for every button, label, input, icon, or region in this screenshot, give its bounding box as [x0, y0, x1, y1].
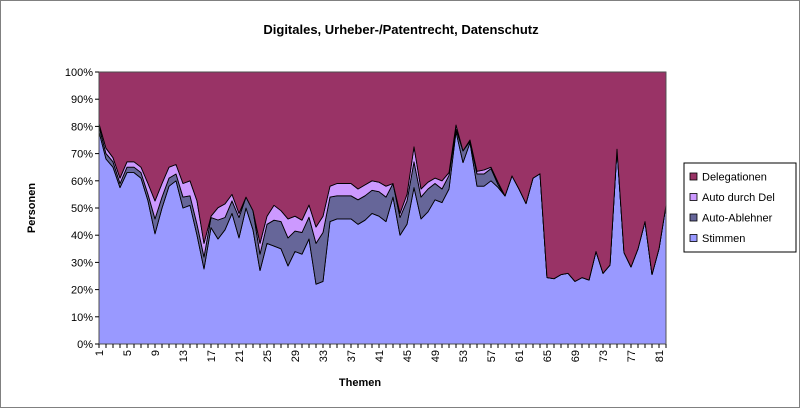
x-tick-label: 13	[178, 350, 190, 362]
y-tick-label: 60%	[71, 176, 93, 188]
x-tick-label: 77	[626, 350, 638, 362]
y-tick-label: 0%	[77, 339, 93, 351]
x-tick-label: 45	[402, 350, 414, 362]
legend-box	[683, 162, 797, 253]
legend-label: Delegationen	[702, 172, 767, 184]
y-tick-label: 30%	[71, 257, 93, 269]
x-tick-label: 61	[514, 350, 526, 362]
x-tick-label: 73	[598, 350, 610, 362]
y-tick-label: 100%	[65, 67, 93, 79]
x-tick-label: 53	[458, 350, 470, 362]
y-tick-label: 20%	[71, 285, 93, 297]
y-axis-label: Personen	[26, 183, 38, 233]
y-tick-label: 90%	[71, 94, 93, 106]
legend-label: Stimmen	[702, 233, 745, 245]
legend-swatch	[689, 172, 698, 181]
legend-label: Auto-Ablehner	[702, 213, 773, 225]
x-tick-label: 41	[374, 350, 386, 362]
x-tick-label: 29	[290, 350, 302, 362]
x-tick-label: 57	[486, 350, 498, 362]
x-tick-label: 17	[206, 350, 218, 362]
x-tick-label: 65	[542, 350, 554, 362]
x-tick-label: 49	[430, 350, 442, 362]
x-tick-label: 5	[122, 350, 134, 356]
x-tick-label: 25	[262, 350, 274, 362]
y-tick-label: 80%	[71, 121, 93, 133]
x-tick-label: 69	[570, 350, 582, 362]
y-tick-label: 50%	[71, 203, 93, 215]
plot-area	[98, 71, 667, 345]
legend: Delegationen Auto durch Del Auto-Ablehner S…	[683, 162, 797, 253]
x-axis-label: Themen	[339, 377, 381, 389]
legend-label: Auto durch Del	[702, 192, 775, 204]
axes: 0% 10% 20% 30% 40% 50% 60% 70% 80% 90% 100% 1 5 9 13 17…	[65, 67, 667, 362]
legend-swatch	[689, 193, 698, 201]
x-tick-label: 81	[654, 350, 666, 362]
x-tick-label: 37	[346, 350, 358, 362]
legend-swatch	[689, 213, 698, 222]
chart-title: Digitales, Urheber-/Patentrecht, Datensc…	[263, 22, 539, 37]
y-tick-label: 40%	[71, 230, 93, 242]
x-tick-label: 9	[150, 350, 162, 356]
x-tick-label: 21	[234, 350, 246, 362]
legend-swatch	[689, 234, 698, 242]
y-tick-label: 10%	[71, 312, 93, 324]
x-tick-label: 1	[94, 350, 106, 356]
x-tick-label: 33	[318, 350, 330, 362]
y-tick-label: 70%	[71, 149, 93, 161]
